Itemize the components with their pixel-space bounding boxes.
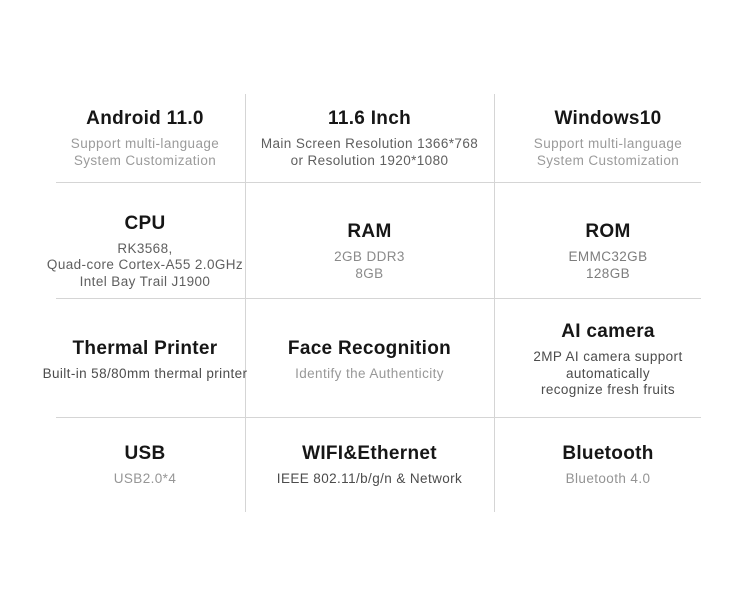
spec-cell-usb: USB USB2.0*4 — [45, 417, 245, 513]
spec-cell-cpu: CPU RK3568, Quad-core Cortex-A55 2.0GHz … — [45, 182, 245, 298]
spec-desc: IEEE 802.11/b/g/n & Network — [277, 471, 462, 488]
vertical-divider — [494, 94, 495, 512]
spec-cell-windows: Windows10 Support multi-language System … — [494, 94, 722, 182]
spec-title: WIFI&Ethernet — [302, 443, 437, 465]
spec-desc-line: automatically — [565, 365, 650, 381]
vertical-divider — [245, 94, 246, 512]
spec-desc-line: 128GB — [585, 265, 631, 281]
spec-title: Face Recognition — [287, 337, 452, 359]
spec-cell-android: Android 11.0 Support multi-language Syst… — [45, 94, 245, 182]
spec-desc-line: Built-in 58/80mm thermal printer — [42, 365, 248, 381]
spec-cell-display: 11.6 Inch Main Screen Resolution 1366*76… — [245, 94, 494, 182]
spec-cell-wifi-ethernet: WIFI&Ethernet IEEE 802.11/b/g/n & Networ… — [245, 417, 494, 513]
spec-desc: Identify the Authenticity — [295, 366, 444, 383]
spec-title: RAM — [347, 221, 392, 242]
spec-title: AI camera — [561, 321, 655, 343]
spec-desc: Bluetooth 4.0 — [566, 471, 651, 488]
spec-cell-thermal-printer: Thermal Printer Built-in 58/80mm thermal… — [43, 298, 248, 417]
spec-desc-line: Bluetooth 4.0 — [565, 471, 651, 487]
spec-desc-line: Support multi-language — [533, 136, 683, 151]
spec-desc-line: Support multi-language — [70, 136, 220, 151]
spec-desc-line: System Customization — [73, 152, 217, 168]
spec-title: 11.6 Inch — [328, 108, 411, 129]
spec-desc-line: 2GB DDR3 — [334, 249, 405, 264]
spec-title: Windows10 — [554, 108, 662, 129]
spec-title: Android 11.0 — [86, 108, 204, 129]
horizontal-divider — [56, 182, 701, 183]
horizontal-divider — [56, 298, 701, 299]
spec-title: Thermal Printer — [72, 337, 218, 359]
horizontal-divider — [56, 417, 701, 418]
spec-title: USB — [124, 443, 166, 465]
spec-desc-line: Identify the Authenticity — [295, 365, 444, 381]
spec-desc: Support multi-language System Customizat… — [534, 136, 682, 169]
spec-desc-line: IEEE 802.11/b/g/n & Network — [276, 471, 463, 487]
spec-title: Bluetooth — [562, 443, 654, 465]
spec-desc-line: or Resolution 1920*1080 — [290, 152, 449, 168]
spec-desc-line: RK3568, — [117, 240, 173, 256]
spec-desc-line: USB2.0*4 — [113, 471, 177, 487]
spec-desc-line: Quad-core Cortex-A55 2.0GHz — [46, 257, 244, 273]
spec-desc: 2MP AI camera support automatically reco… — [533, 349, 682, 399]
spec-desc-line: Main Screen Resolution 1366*768 — [260, 136, 479, 151]
spec-desc-line: 2MP AI camera support — [533, 349, 683, 365]
spec-cell-ram: RAM 2GB DDR3 8GB — [245, 182, 494, 298]
spec-desc-line: 8GB — [355, 265, 384, 281]
spec-desc: RK3568, Quad-core Cortex-A55 2.0GHz Inte… — [47, 241, 243, 291]
spec-desc: 2GB DDR3 8GB — [334, 249, 405, 282]
spec-desc-line: recognize fresh fruits — [540, 382, 676, 398]
spec-desc: Main Screen Resolution 1366*768 or Resol… — [261, 136, 478, 169]
spec-cell-bluetooth: Bluetooth Bluetooth 4.0 — [494, 417, 722, 513]
spec-grid: Android 11.0 Support multi-language Syst… — [43, 94, 722, 513]
spec-desc-line: Intel Bay Trail J1900 — [79, 273, 211, 289]
spec-desc: Built-in 58/80mm thermal printer — [43, 366, 248, 383]
spec-title: CPU — [124, 212, 166, 234]
spec-title: ROM — [585, 221, 631, 242]
spec-desc-line: EMMC32GB — [568, 249, 648, 264]
spec-cell-ai-camera: AI camera 2MP AI camera support automati… — [494, 298, 722, 417]
spec-desc: USB2.0*4 — [114, 471, 177, 488]
spec-desc: EMMC32GB 128GB — [569, 249, 648, 282]
spec-cell-rom: ROM EMMC32GB 128GB — [494, 182, 722, 298]
spec-desc: Support multi-language System Customizat… — [71, 136, 219, 169]
spec-desc-line: System Customization — [536, 152, 680, 168]
spec-cell-face-recognition: Face Recognition Identify the Authentici… — [245, 298, 494, 417]
